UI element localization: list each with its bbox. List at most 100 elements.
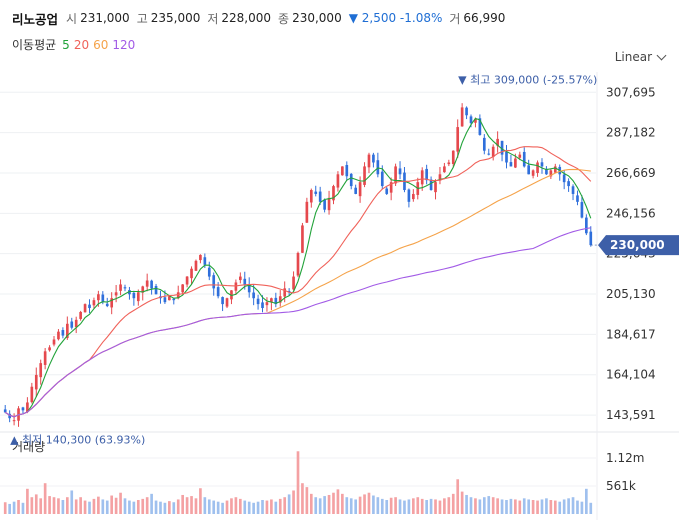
candle-body xyxy=(336,174,340,188)
volume-bar xyxy=(145,497,149,514)
candle-body xyxy=(283,288,287,297)
candle-body xyxy=(496,138,499,146)
volume-bar xyxy=(305,487,309,514)
volume-bar xyxy=(451,493,455,514)
ma5-legend[interactable]: 5 xyxy=(62,37,70,52)
candle-body xyxy=(434,182,437,193)
volume-bar xyxy=(265,500,269,514)
candle-body xyxy=(500,140,504,155)
candle-body xyxy=(105,303,109,307)
volume-bar xyxy=(416,497,420,514)
high-price: 235,000 xyxy=(150,11,201,25)
volume-bar xyxy=(70,490,74,514)
volume-bar xyxy=(518,500,522,514)
volume-bar xyxy=(74,499,78,514)
volume-bar xyxy=(576,500,579,514)
low-price: 228,000 xyxy=(221,11,272,25)
volume-bar xyxy=(398,499,402,514)
volume-bar xyxy=(429,498,433,514)
candle-body xyxy=(349,173,353,187)
volume-bar xyxy=(88,501,91,514)
candle-body xyxy=(212,275,216,289)
y-tick-label: 164,104 xyxy=(606,368,656,382)
volume-bar xyxy=(119,492,122,514)
candle-body xyxy=(394,166,397,184)
volume-bar xyxy=(26,488,29,514)
candle-body xyxy=(150,280,153,289)
candle-body xyxy=(465,107,468,116)
candle-body xyxy=(79,311,82,319)
candle-body xyxy=(145,280,149,287)
candle-body xyxy=(270,298,273,303)
candle-body xyxy=(185,276,189,285)
candle-body xyxy=(318,191,322,202)
volume-tick-label: 561k xyxy=(606,479,636,493)
candle-body xyxy=(314,191,318,194)
candle-body xyxy=(128,290,131,295)
high-label: 고 xyxy=(136,11,148,26)
candle-body xyxy=(163,297,167,303)
volume-bar xyxy=(580,501,584,514)
volume-tick-label: 1.12m xyxy=(606,451,644,465)
volume-bar xyxy=(407,499,411,514)
volume-bar xyxy=(3,502,7,514)
volume-bar xyxy=(185,497,189,514)
ma20-legend[interactable]: 20 xyxy=(73,37,90,52)
volume-bar xyxy=(141,498,145,514)
candle-body xyxy=(420,170,424,185)
candle-body xyxy=(456,127,460,152)
candle-body xyxy=(97,294,100,301)
volume-bar xyxy=(558,501,562,514)
volume-bar xyxy=(181,494,184,514)
volume-bar xyxy=(482,497,486,514)
volume-bar xyxy=(549,500,553,514)
volume-bar xyxy=(487,496,491,514)
candle-body xyxy=(12,420,16,422)
volume-bar xyxy=(79,497,82,514)
close-price: 230,000 xyxy=(292,11,342,25)
ma120-legend[interactable]: 120 xyxy=(112,37,136,52)
volume-bar xyxy=(30,497,34,514)
candle-body xyxy=(119,284,122,291)
volume-bar xyxy=(380,498,384,514)
candle-body xyxy=(545,168,548,175)
candle-body xyxy=(531,170,535,176)
candle-body xyxy=(412,193,415,200)
volume-bar xyxy=(309,493,313,514)
candle-body xyxy=(243,278,247,285)
volume-bar xyxy=(327,494,331,514)
volume-bar xyxy=(412,498,415,514)
volume-bar xyxy=(447,497,451,514)
candle-body xyxy=(256,298,260,305)
volume-bar xyxy=(176,499,180,514)
candle-body xyxy=(327,197,331,211)
volume-bar xyxy=(323,496,326,514)
volume-bar xyxy=(367,492,371,514)
scale-type-dropdown[interactable]: Linear xyxy=(615,50,667,64)
candle-body xyxy=(301,225,304,253)
volume-bar xyxy=(531,500,535,514)
candle-body xyxy=(65,323,69,339)
volume-bar xyxy=(34,494,38,514)
volume-bar xyxy=(274,501,278,514)
volume-value: 66,990 xyxy=(463,11,506,25)
volume-bar xyxy=(456,479,460,514)
volume-bar xyxy=(163,502,167,514)
ma60-legend[interactable]: 60 xyxy=(93,37,109,52)
volume-bar xyxy=(349,498,353,514)
candle-body xyxy=(358,182,362,197)
candle-body xyxy=(287,291,291,293)
candle-body xyxy=(438,174,442,181)
volume-bar xyxy=(376,497,380,514)
candle-body xyxy=(154,286,158,295)
candle-body xyxy=(92,300,96,306)
volume-bar xyxy=(39,498,43,514)
y-tick-label: 287,182 xyxy=(606,126,656,140)
volume-bar xyxy=(136,500,140,514)
candle-body xyxy=(26,402,29,412)
volume-bar xyxy=(234,497,238,514)
volume-bar xyxy=(110,495,114,514)
candle-body xyxy=(48,347,51,351)
ma60-line xyxy=(4,168,591,418)
